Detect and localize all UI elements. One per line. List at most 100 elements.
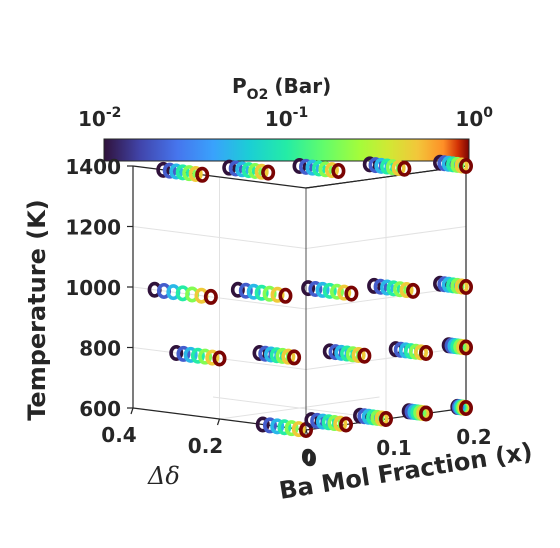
data-point xyxy=(248,162,263,179)
colorbar-ticks: 10-2 10-1 100 xyxy=(78,105,493,131)
data-point xyxy=(284,420,299,437)
data-point xyxy=(397,160,412,177)
data-point xyxy=(190,347,205,364)
data-point xyxy=(235,161,250,178)
data-point xyxy=(322,282,337,299)
z-tick-label: 1000 xyxy=(65,276,121,300)
data-point xyxy=(277,419,292,436)
data-point xyxy=(156,161,171,178)
data-point xyxy=(195,166,210,183)
data-point xyxy=(222,159,237,176)
data-point xyxy=(393,281,408,298)
y-tick-label: 0.2 xyxy=(188,434,223,458)
z-tick-label: 1200 xyxy=(65,216,121,240)
data-point xyxy=(333,415,348,432)
data-point xyxy=(367,277,382,294)
colorbar-gradient xyxy=(103,138,470,162)
data-point xyxy=(262,417,277,434)
x-tick-label: 0.2 xyxy=(456,425,491,449)
data-point xyxy=(318,161,333,178)
x-tick-label: 0 xyxy=(303,447,317,471)
data-point xyxy=(238,282,253,299)
data-point xyxy=(324,162,339,179)
y-axis-label: Δδ xyxy=(147,462,180,490)
data-point xyxy=(255,416,270,433)
data-point xyxy=(329,283,344,300)
data-point xyxy=(291,421,306,438)
y-tick xyxy=(130,407,134,415)
data-point xyxy=(262,285,277,302)
data-point xyxy=(175,164,190,181)
data-point xyxy=(308,281,323,298)
data-point xyxy=(183,346,198,363)
data-point xyxy=(270,418,285,435)
data-point xyxy=(169,344,184,361)
data-point xyxy=(418,344,433,361)
data-point xyxy=(169,163,184,180)
z-tick-label: 1400 xyxy=(65,155,121,179)
data-point xyxy=(301,280,316,297)
axes xyxy=(127,165,469,437)
data-point xyxy=(230,281,245,298)
data-point xyxy=(270,286,285,303)
colorbar-tick-label: 100 xyxy=(455,105,493,131)
data-point xyxy=(386,280,401,297)
data-point xyxy=(205,349,220,366)
y-tick xyxy=(216,418,221,426)
colorbar: PO2 (Bar) 10-2 10-1 100 xyxy=(78,74,493,162)
y-tick-label: 0 xyxy=(301,445,315,469)
data-point xyxy=(278,287,293,304)
data-point xyxy=(182,165,197,182)
data-point xyxy=(228,160,243,177)
x-tick-label: 0.1 xyxy=(376,436,411,460)
colorbar-tick-label: 10-1 xyxy=(265,105,308,131)
data-point xyxy=(315,281,330,298)
data-point xyxy=(458,339,473,356)
data-point xyxy=(406,282,421,299)
data-point xyxy=(254,284,269,301)
data-point xyxy=(212,350,227,367)
data-point xyxy=(287,349,302,366)
data-point xyxy=(351,347,366,364)
data-point xyxy=(418,405,433,422)
data-point xyxy=(331,162,346,179)
colorbar-tick-label: 10-2 xyxy=(78,105,121,131)
grid-line xyxy=(219,396,380,420)
z-tick-label: 600 xyxy=(79,397,121,421)
data-point xyxy=(338,416,353,433)
y-tick-label: 0.4 xyxy=(101,423,136,447)
data-point xyxy=(162,162,177,179)
data-point xyxy=(357,347,372,364)
data-point xyxy=(373,278,388,295)
data-point xyxy=(298,158,313,175)
data-point xyxy=(188,165,203,182)
data-point xyxy=(203,288,218,305)
data-point xyxy=(246,283,261,300)
data-point xyxy=(399,282,414,299)
data-point xyxy=(458,399,473,416)
data-point xyxy=(344,285,359,302)
z-axis-label: Temperature (K) xyxy=(23,199,51,421)
data-point xyxy=(413,344,428,361)
box-edge xyxy=(132,165,307,189)
data-point xyxy=(458,158,473,175)
data-point xyxy=(198,348,213,365)
data-point xyxy=(380,279,395,296)
data-point xyxy=(391,160,406,177)
data-points xyxy=(147,154,473,438)
data-point xyxy=(337,284,352,301)
data-point xyxy=(176,345,191,362)
data-point xyxy=(378,410,393,427)
colorbar-label: PO2 (Bar) xyxy=(232,74,331,103)
data-point xyxy=(241,162,256,179)
data-point xyxy=(305,159,320,176)
data-point xyxy=(254,163,269,180)
data-point xyxy=(281,348,296,365)
data-point xyxy=(261,164,276,181)
data-point xyxy=(458,278,473,295)
data-point xyxy=(311,160,326,177)
data-point xyxy=(292,158,307,175)
z-tick-label: 800 xyxy=(79,337,121,361)
